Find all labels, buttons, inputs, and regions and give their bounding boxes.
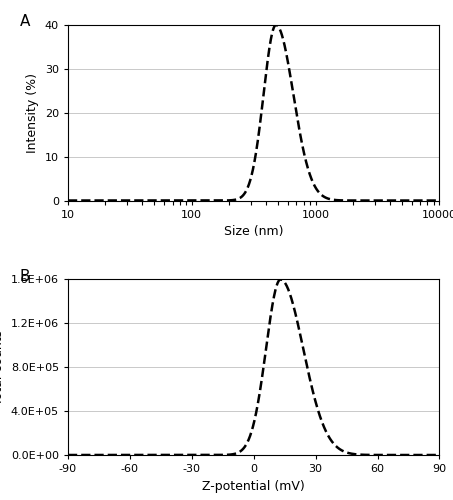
Text: A: A [19, 14, 30, 30]
X-axis label: Z-potential (mV): Z-potential (mV) [202, 480, 305, 492]
X-axis label: Size (nm): Size (nm) [224, 225, 284, 238]
Text: B: B [19, 269, 30, 284]
Y-axis label: Intensity (%): Intensity (%) [26, 73, 39, 153]
Y-axis label: Total counts: Total counts [0, 330, 5, 405]
